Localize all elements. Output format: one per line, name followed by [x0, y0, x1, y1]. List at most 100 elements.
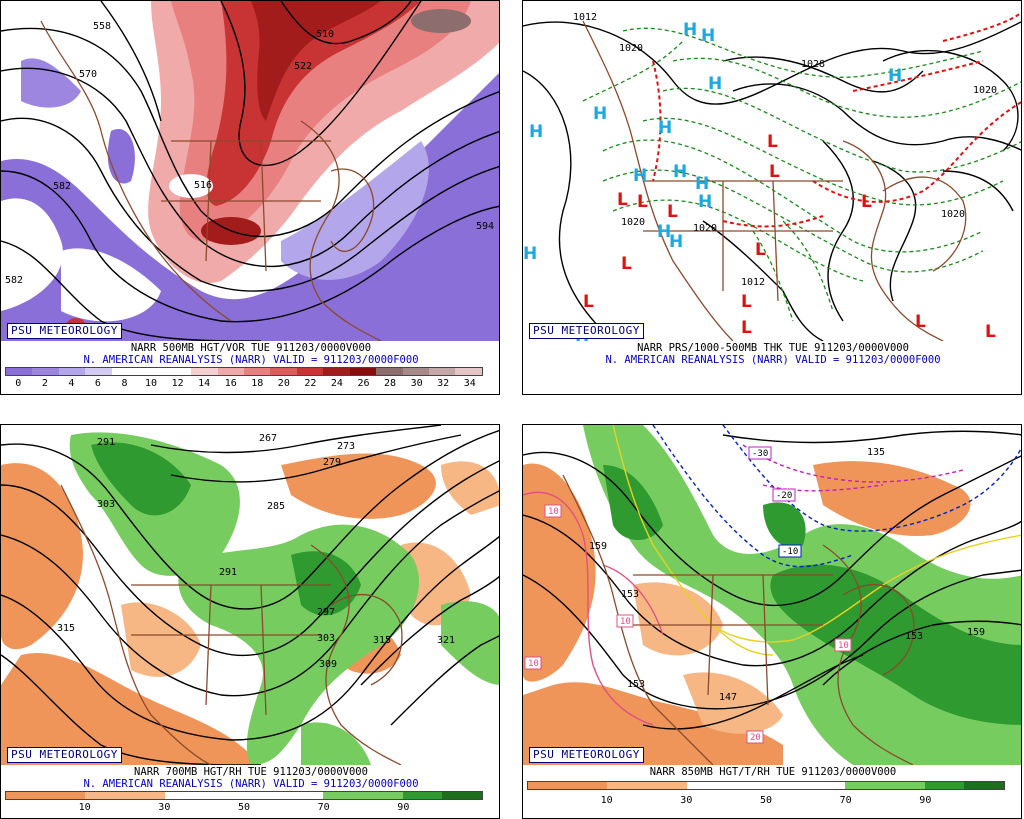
- high-pressure-symbol: H: [523, 244, 537, 264]
- colorbar-swatch: [528, 782, 568, 789]
- psu-meteorology-badge: PSU METEOROLOGY: [529, 323, 644, 339]
- contour-label: 267: [259, 433, 277, 444]
- contour-label: 309: [319, 659, 337, 670]
- colorbar-tick-label: 22: [304, 378, 317, 389]
- colorbar-tick-label: 24: [330, 378, 343, 389]
- colorbar-tick-label: 30: [410, 378, 423, 389]
- colorbar-swatch: [402, 368, 429, 375]
- high-pressure-symbol: H: [657, 222, 671, 242]
- psu-meteorology-badge: PSU METEOROLOGY: [7, 747, 122, 763]
- contour-label: 570: [79, 69, 97, 80]
- colorbar-swatch: [349, 368, 377, 375]
- psu-meteorology-badge: PSU METEOROLOGY: [7, 323, 122, 339]
- colorbar-swatch: [323, 368, 350, 375]
- colorbar-swatch: [6, 792, 46, 799]
- contour-label: 303: [317, 633, 335, 644]
- colorbar-tick-label: 2: [41, 378, 48, 389]
- rh-colorbar: [5, 791, 483, 800]
- map-500mb: 558 510 522 570 582 594 582 516: [1, 1, 499, 341]
- colorbar-swatch: [243, 368, 271, 375]
- low-pressure-symbol: L: [621, 254, 632, 274]
- colorbar-tick-label: 4: [68, 378, 75, 389]
- contour-label: 582: [5, 275, 23, 286]
- rh-colorbar: [527, 781, 1005, 790]
- colorbar-swatch: [6, 368, 33, 375]
- colorbar-tick-label: 28: [384, 378, 397, 389]
- contour-label: 273: [337, 441, 355, 452]
- colorbar-swatch: [402, 792, 443, 799]
- contour-label: 1028: [801, 59, 825, 70]
- panel-500mb-vorticity: 558 510 522 570 582 594 582 516 PSU METE…: [0, 0, 500, 395]
- map-850mb: 159 153 147 153 153 159 135 -30 -20 -10 …: [523, 425, 1021, 765]
- panel-subtitle: N. AMERICAN REANALYSIS (NARR) VALID = 91…: [83, 354, 419, 366]
- contour-label: 153: [621, 589, 639, 600]
- contour-label: 153: [627, 679, 645, 690]
- temperature-label: 10: [548, 507, 559, 517]
- colorbar-tick-label: 70: [317, 802, 330, 813]
- low-pressure-symbol: L: [617, 190, 628, 210]
- temperature-label: 10: [528, 659, 539, 669]
- high-pressure-symbol: H: [593, 104, 607, 124]
- contour-label: 1020: [693, 223, 717, 234]
- contour-label: 321: [437, 635, 455, 646]
- contour-label: 159: [589, 541, 607, 552]
- colorbar-swatch: [138, 368, 165, 375]
- colorbar-swatch: [363, 792, 403, 799]
- colorbar-tick-label: 16: [224, 378, 237, 389]
- contour-label: 315: [373, 635, 391, 646]
- colorbar-swatch: [455, 368, 482, 375]
- colorbar-tick-label: 10: [145, 378, 158, 389]
- contour-label: 291: [97, 437, 115, 448]
- colorbar-tick-label: 26: [357, 378, 370, 389]
- high-pressure-symbol: H: [888, 66, 902, 86]
- high-pressure-symbol: H: [633, 166, 647, 186]
- panel-700mb-rh: 267 273 279 285 291 297 303 309 315 315 …: [0, 424, 500, 819]
- temperature-label: 10: [838, 641, 849, 651]
- colorbar-swatch: [567, 782, 608, 789]
- contour-label: 297: [317, 607, 335, 618]
- panel-title: NARR 700MB HGT/RH TUE 911203/0000V000: [134, 766, 368, 778]
- contour-label: 1020: [941, 209, 965, 220]
- colorbar-tick-label: 50: [759, 795, 773, 806]
- colorbar-swatch: [244, 792, 284, 799]
- colorbar-swatch: [845, 782, 886, 789]
- colorbar-swatch: [164, 368, 192, 375]
- colorbar-tick-label: 20: [277, 378, 290, 389]
- panel-title: NARR 850MB HGT/T/RH TUE 911203/0000V000: [649, 766, 897, 778]
- colorbar-ticks: 0 2 4 6 8 10 12 14 16 18 20 22 24 26 28 30 32 34: [5, 378, 483, 392]
- panel-subtitle: N. AMERICAN REANALYSIS (NARR) VALID = 91…: [83, 778, 419, 790]
- contour-label: 303: [97, 499, 115, 510]
- colorbar-tick-label: 6: [94, 378, 101, 389]
- colorbar-swatch: [766, 782, 806, 789]
- colorbar-swatch: [45, 792, 86, 799]
- colorbar-swatch: [204, 792, 245, 799]
- high-pressure-symbol: H: [673, 162, 687, 182]
- panel-subtitle: N. AMERICAN REANALYSIS (NARR) VALID = 91…: [605, 354, 941, 366]
- contour-label: 594: [476, 221, 494, 232]
- colorbar-swatch: [964, 782, 1005, 789]
- contour-label: 135: [867, 447, 885, 458]
- colorbar-swatch: [191, 368, 218, 375]
- contour-label: 522: [294, 61, 312, 72]
- colorbar-swatch: [726, 782, 767, 789]
- high-pressure-symbol: H: [698, 192, 712, 212]
- colorbar-swatch: [270, 368, 297, 375]
- temperature-label: -30: [752, 449, 768, 459]
- map-pressure-thickness: 1012 1020 1028 1020 1020 1012 1020 1020 …: [523, 1, 1021, 341]
- colorbar-swatch: [805, 782, 846, 789]
- low-pressure-symbol: L: [769, 162, 780, 182]
- colorbar-ticks: 10 30 50 70 90: [527, 795, 1005, 809]
- high-pressure-symbol: H: [529, 122, 543, 142]
- colorbar-swatch: [164, 792, 205, 799]
- colorbar-swatch: [442, 792, 483, 799]
- contour-label: 558: [93, 21, 111, 32]
- contour-label: 279: [323, 457, 341, 468]
- colorbar-tick-label: 12: [171, 378, 184, 389]
- low-pressure-symbol: L: [637, 192, 648, 212]
- low-pressure-symbol: L: [861, 192, 872, 212]
- temperature-label: -20: [776, 491, 792, 501]
- contour-label: 291: [219, 567, 237, 578]
- temperature-label: 20: [750, 733, 761, 743]
- colorbar-swatch: [85, 368, 112, 375]
- low-pressure-symbol: L: [985, 322, 996, 341]
